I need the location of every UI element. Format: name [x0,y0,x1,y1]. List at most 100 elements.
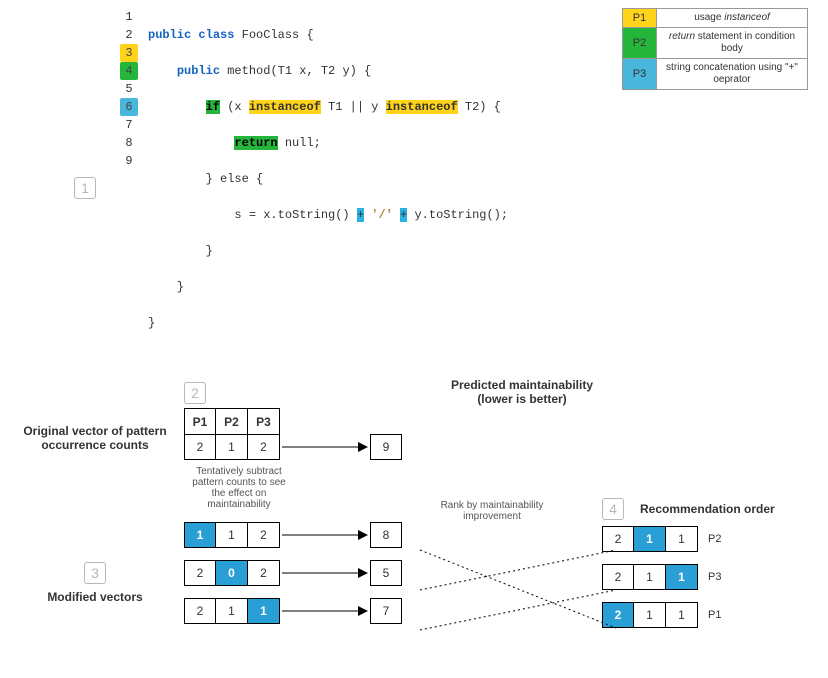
cell: 2 [248,560,280,586]
arrow-icon [280,522,370,548]
code-text: T1 || y [321,100,386,114]
line-number: 9 [120,152,138,170]
brace: { [306,28,313,42]
cell: P2 [216,408,248,434]
kw-return: return [234,136,277,150]
kw-instanceof: instanceof [386,100,458,114]
kw: public [177,64,220,78]
rec-row-2: 2 1 1 P3 [602,564,775,590]
legend-key-label: P3 [633,68,646,80]
bottom-section: 3 Modified vectors 1 1 2 8 2 0 2 [20,518,808,628]
mod-row-3: 2 1 1 7 [184,598,402,624]
kw-instanceof: instanceof [249,100,321,114]
cell: 2 [184,560,216,586]
legend-key-label: P1 [633,12,646,24]
arrow-icon [280,598,370,624]
cell: P1 [184,408,216,434]
kw: class [198,28,234,42]
cell: 1 [666,526,698,552]
kw-if: if [206,100,220,114]
recommendation-order-heading: Recommendation order [640,502,775,516]
string-literal: '/' [364,208,400,222]
score-cell: 7 [370,598,402,624]
rec-row-3: 2 1 1 P1 [602,602,775,628]
code-text: } else { [148,172,263,186]
cell: 1 [216,522,248,548]
op-plus: + [357,208,364,222]
arrow-icon [280,560,370,586]
line-number: 2 [120,26,138,44]
legend-key-label: P2 [633,37,646,49]
cell: 1 [666,564,698,590]
legend-key-p3: P3 [623,59,657,89]
step-3-label: 3 [91,565,99,581]
step-badge-1: 1 [74,177,96,199]
cell: 1 [184,522,216,548]
cell: 2 [602,564,634,590]
legend-text: statement in condition body [695,31,795,54]
code-text: } [148,316,155,330]
mod-row-1: 1 1 2 8 [184,522,402,548]
orig-header-row: P1 P2 P3 [184,408,280,434]
step-4-label: 4 [609,501,617,517]
step-badge-2: 2 [184,382,206,404]
arrow-icon [280,434,370,460]
line-number: 8 [120,134,138,152]
mod-row-2: 2 0 2 5 [184,560,402,586]
code-gutter: 1 2 3 4 5 6 7 8 9 [120,8,148,368]
cell: 1 [666,602,698,628]
rec-row-1: 2 1 1 P2 [602,526,775,552]
line-number: 5 [120,80,138,98]
rec-label: P1 [708,609,721,621]
legend-desc-p1: usage instanceof [657,9,807,27]
code-text: } [148,244,213,258]
code-text: } [148,280,184,294]
orig-vector-label: Original vector of pattern occurrence co… [20,424,170,452]
code-text: T2) { [458,100,501,114]
step-2-label: 2 [191,385,199,401]
recommendation-vectors: 2 1 1 P2 2 1 1 P3 2 [602,526,775,628]
code-text: method(T1 x, T2 y) { [227,64,371,78]
cell: 2 [248,434,280,460]
line-number: 7 [120,116,138,134]
legend-row: P3 string concatenation using "+" oeprat… [623,59,807,89]
top-section: 1 1 2 3 4 5 6 7 8 9 public class FooClas… [20,8,808,368]
legend-text: string concatenation using "+" oeprator [666,62,798,85]
rec-label: P3 [708,571,721,583]
cell: 1 [216,598,248,624]
kw: public [148,28,191,42]
subtract-note: Tentatively subtract pattern counts to s… [184,466,294,510]
legend-key-p1: P1 [623,9,657,27]
cell: 2 [602,526,634,552]
line-number: 6 [120,98,138,116]
code-text: y.toString(); [407,208,508,222]
code-body: public class FooClass { public method(T1… [148,8,508,368]
modified-vectors-label: Modified vectors [20,590,170,604]
cell: 1 [248,598,280,624]
legend-table: P1 usage instanceof P2 return statement … [622,8,808,90]
step-badge-3: 3 [84,562,106,584]
code-panel: 1 2 3 4 5 6 7 8 9 public class FooClass … [120,8,508,368]
score-cell: 9 [370,434,402,460]
legend-desc-p3: string concatenation using "+" oeprator [657,59,807,89]
score-cell: 5 [370,560,402,586]
step-1-group: 1 1 2 3 4 5 6 7 8 9 public class FooClas… [74,8,508,368]
legend-text: usage [694,12,724,23]
legend-key-p2: P2 [623,28,657,58]
line-number: 1 [120,8,138,26]
cell: 2 [184,434,216,460]
cell: 1 [216,434,248,460]
line-number: 3 [120,44,138,62]
line-number: 4 [120,62,138,80]
orig-value-row: 2 1 2 [184,434,280,460]
cell: 1 [634,526,666,552]
legend-em: return [669,31,695,42]
legend-desc-p2: return statement in condition body [657,28,807,58]
score-cell: 8 [370,522,402,548]
cell: 2 [184,598,216,624]
step-1-label: 1 [81,180,89,196]
code-text: null; [278,136,321,150]
modified-vectors: 1 1 2 8 2 0 2 5 2 1 1 [184,522,402,628]
cell: 2 [602,602,634,628]
step-2-section: Original vector of pattern occurrence co… [20,382,808,510]
